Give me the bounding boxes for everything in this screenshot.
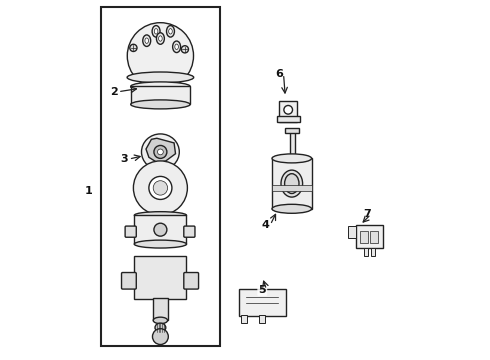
Ellipse shape (154, 29, 158, 34)
Circle shape (153, 181, 168, 195)
Bar (272, 158, 312, 209)
Text: 2: 2 (110, 87, 118, 97)
Bar (241, 315, 247, 323)
Ellipse shape (145, 38, 148, 44)
Ellipse shape (175, 44, 178, 50)
Circle shape (154, 145, 167, 158)
Text: 7: 7 (363, 209, 370, 219)
Text: 3: 3 (121, 154, 128, 164)
Bar (285, 128, 299, 133)
Circle shape (152, 329, 169, 345)
Ellipse shape (155, 323, 166, 332)
Ellipse shape (142, 134, 179, 170)
Ellipse shape (131, 100, 190, 109)
Bar (101, 7, 220, 346)
Circle shape (157, 149, 163, 155)
Bar (134, 256, 186, 299)
Ellipse shape (131, 82, 190, 91)
Ellipse shape (272, 204, 312, 213)
Ellipse shape (169, 29, 172, 34)
Text: 5: 5 (258, 285, 266, 295)
Ellipse shape (285, 174, 299, 194)
Text: 1: 1 (85, 186, 92, 196)
Circle shape (130, 44, 137, 51)
Ellipse shape (134, 212, 187, 219)
Bar (279, 101, 297, 122)
Bar (371, 248, 375, 256)
Bar (356, 225, 383, 248)
Circle shape (284, 105, 293, 114)
Ellipse shape (153, 317, 168, 324)
Ellipse shape (281, 170, 303, 197)
Text: 6: 6 (275, 69, 283, 79)
FancyBboxPatch shape (184, 226, 195, 237)
Bar (239, 289, 286, 316)
FancyBboxPatch shape (184, 273, 198, 289)
Bar (153, 298, 168, 320)
Bar (370, 231, 378, 243)
Text: 4: 4 (262, 220, 270, 230)
Circle shape (149, 176, 172, 199)
Bar (134, 215, 186, 244)
Bar (347, 226, 356, 238)
Bar (259, 315, 265, 323)
Bar (360, 231, 368, 243)
Circle shape (154, 223, 167, 236)
Ellipse shape (152, 26, 160, 37)
FancyBboxPatch shape (125, 226, 136, 237)
Ellipse shape (172, 41, 180, 53)
Ellipse shape (272, 154, 312, 163)
Ellipse shape (156, 33, 164, 44)
Bar (277, 116, 300, 122)
Circle shape (127, 23, 194, 89)
Bar (272, 185, 312, 191)
Ellipse shape (167, 26, 174, 37)
Bar (290, 130, 295, 158)
Circle shape (181, 46, 189, 53)
Ellipse shape (143, 35, 151, 46)
Polygon shape (146, 138, 175, 163)
FancyBboxPatch shape (122, 273, 136, 289)
Ellipse shape (134, 240, 187, 248)
Bar (131, 86, 190, 104)
Circle shape (133, 161, 187, 215)
Ellipse shape (159, 36, 162, 41)
Ellipse shape (127, 72, 194, 83)
Bar (364, 248, 368, 256)
